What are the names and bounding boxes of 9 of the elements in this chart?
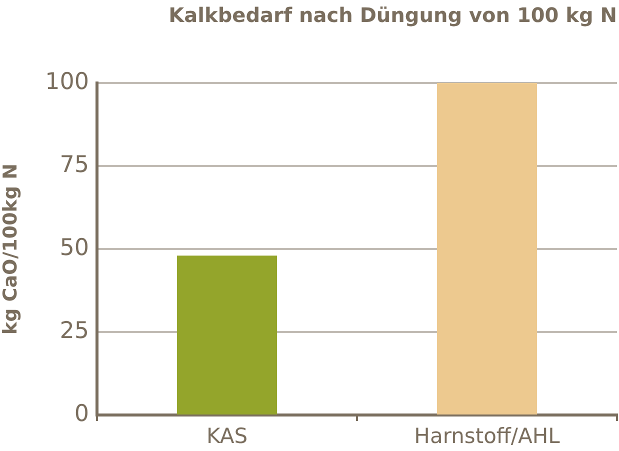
- y-tick-label: 100: [45, 68, 89, 95]
- x-tick-label: KAS: [206, 424, 248, 448]
- chart-title: Kalkbedarf nach Düngung von 100 kg N: [168, 3, 617, 28]
- x-tick-label: Harnstoff/AHL: [414, 424, 560, 448]
- y-axis-title: kg CaO/100kg N: [0, 163, 22, 335]
- y-tick-label: 50: [60, 234, 89, 261]
- y-tick-label: 25: [60, 318, 89, 344]
- y-tick-label: 0: [74, 400, 89, 427]
- y-tick-label: 75: [60, 152, 89, 178]
